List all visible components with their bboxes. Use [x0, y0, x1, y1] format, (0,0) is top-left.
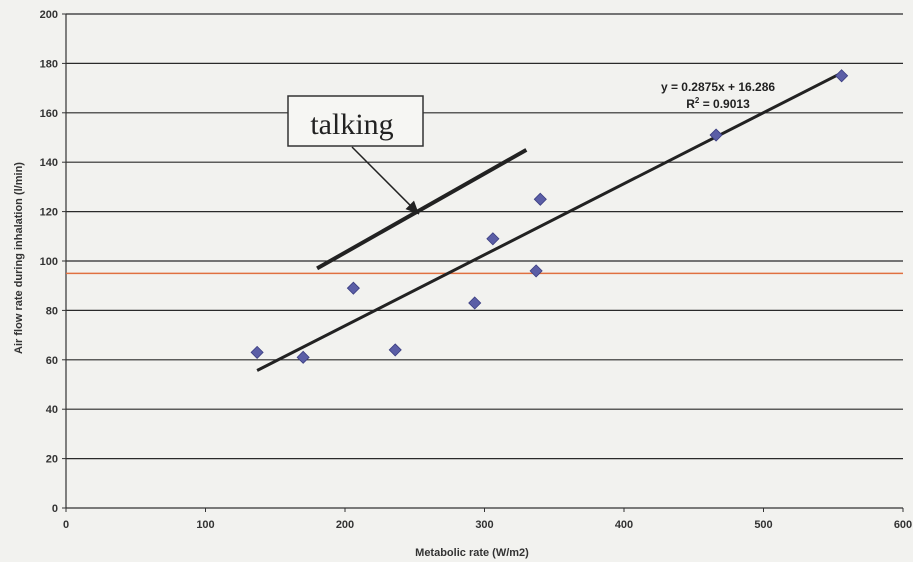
x-axis-title: Metabolic rate (W/m2) [415, 547, 529, 559]
data-point-9 [709, 128, 723, 142]
x-tick-label-400: 400 [615, 519, 633, 531]
data-point-4 [388, 343, 402, 357]
y-tick-label-200: 200 [40, 9, 58, 21]
y-tick-label-20: 20 [46, 454, 58, 466]
talking-label-box [287, 95, 424, 147]
talking-annotation: talking [287, 95, 424, 215]
data-point-10 [835, 69, 849, 83]
data-point-1 [250, 345, 264, 359]
reference-lines [66, 71, 903, 372]
gridlines [66, 13, 903, 460]
x-tick-label-500: 500 [754, 519, 772, 531]
r-squared-label: R2 = 0.9013 [686, 96, 750, 111]
talking-line [316, 148, 528, 271]
x-tick-label-200: 200 [336, 519, 354, 531]
y-tick-label-80: 80 [46, 305, 58, 317]
data-point-2 [296, 350, 310, 364]
y-tick-label-120: 120 [40, 207, 58, 219]
y-tick-label-40: 40 [46, 404, 58, 416]
y-tick-label-60: 60 [46, 355, 58, 367]
y-tick-label-140: 140 [40, 157, 58, 169]
trendline [256, 71, 843, 372]
x-tick-label-300: 300 [475, 519, 493, 531]
y-tick-label-160: 160 [40, 108, 58, 120]
y-tick-label-0: 0 [52, 503, 58, 515]
data-point-3 [346, 281, 360, 295]
x-tick-label-600: 600 [894, 519, 912, 531]
talking-arrow [351, 146, 420, 215]
data-points [250, 69, 849, 364]
x-tick-label-100: 100 [196, 519, 214, 531]
talking-arrowhead [405, 200, 419, 215]
talking-label: talking [310, 108, 393, 141]
data-point-8 [533, 192, 547, 206]
y-tick-label-100: 100 [40, 256, 58, 268]
trendline-equation: y = 0.2875x + 16.286 [661, 80, 775, 94]
data-point-6 [486, 232, 500, 246]
y-axis-title: Air flow rate during inhalation (l/min) [13, 162, 25, 354]
x-tick-labels: 0 100 200 300 400 500 600 [63, 519, 912, 531]
y-tick-label-180: 180 [40, 58, 58, 70]
x-tick-label-0: 0 [63, 519, 69, 531]
axes [62, 13, 904, 512]
y-tick-labels: 0 20 40 60 80 100 120 140 160 180 200 [40, 9, 58, 515]
data-point-5 [468, 296, 482, 310]
data-point-7 [529, 264, 543, 278]
